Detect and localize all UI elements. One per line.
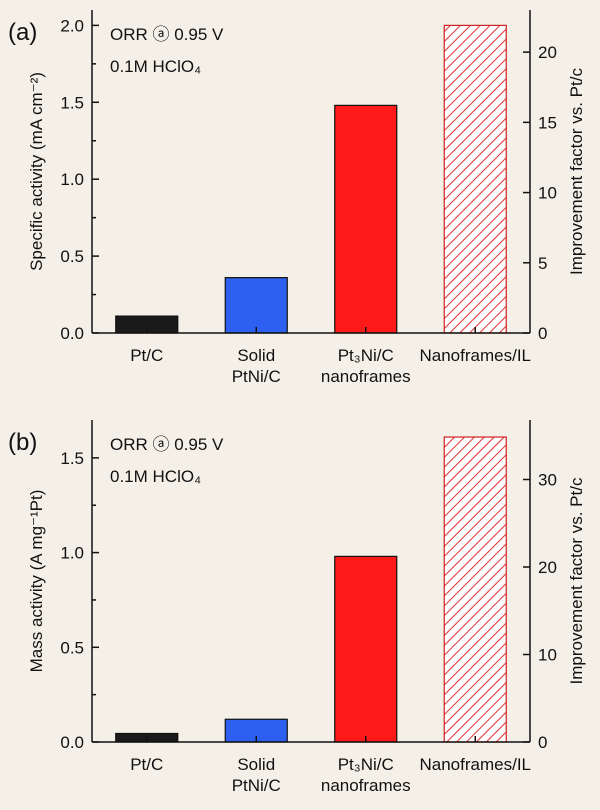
panel-label: (a) bbox=[8, 19, 37, 46]
y2-tick-label: 20 bbox=[538, 43, 557, 62]
category-label: Pt/C bbox=[130, 346, 163, 365]
y2-axis-title: Improvement factor vs. Pt/c bbox=[567, 477, 586, 684]
y2-tick-label: 0 bbox=[538, 324, 547, 343]
y2-tick-label: 0 bbox=[538, 733, 547, 752]
y2-axis-title: Improvement factor vs. Pt/c bbox=[567, 68, 586, 275]
y2-tick-label: 15 bbox=[538, 113, 557, 132]
bar bbox=[443, 24, 507, 334]
y-tick-label: 1.5 bbox=[60, 449, 84, 468]
y2-tick-label: 30 bbox=[538, 471, 557, 490]
category-label: PtNi/C bbox=[232, 367, 281, 386]
category-label: PtNi/C bbox=[232, 776, 281, 795]
category-label: nanoframes bbox=[321, 367, 411, 386]
y-tick-label: 0.5 bbox=[60, 247, 84, 266]
y-tick-label: 1.0 bbox=[60, 544, 84, 563]
category-label: Solid bbox=[237, 346, 275, 365]
y2-tick-label: 10 bbox=[538, 646, 557, 665]
panel-label: (b) bbox=[8, 429, 37, 456]
chart-panel-a: (a) Pt/C Solid PtNi/C Pt₃Ni/C nanoframes Nanof… bbox=[8, 10, 586, 386]
y2-tick-label: 5 bbox=[538, 254, 547, 273]
bar bbox=[443, 436, 507, 743]
category-label: Pt₃Ni/C bbox=[338, 346, 394, 365]
category-label: Pt/C bbox=[130, 755, 163, 774]
y-axis-title: Mass activity (A mg⁻¹Pt) bbox=[27, 490, 46, 673]
y-tick-label: 1.0 bbox=[60, 170, 84, 189]
y-tick-label: 2.0 bbox=[60, 16, 84, 35]
annotation-condition: ORR ⓐ 0.95 V bbox=[110, 435, 224, 454]
annotation-electrolyte: 0.1M HClO₄ bbox=[110, 57, 201, 76]
category-label: Nanoframes/IL bbox=[420, 755, 532, 774]
y-tick-label: 0.0 bbox=[60, 324, 84, 343]
y-tick-label: 1.5 bbox=[60, 93, 84, 112]
bar bbox=[224, 277, 288, 334]
annotation-condition: ORR ⓐ 0.95 V bbox=[110, 25, 224, 44]
bar bbox=[334, 104, 398, 334]
chart-panel-b: (b) Pt/C Solid PtNi/C Pt₃Ni/C nanoframes Nanof… bbox=[8, 420, 586, 795]
y-axis-title: Specific activity (mA cm⁻²) bbox=[27, 72, 46, 271]
category-label: Nanoframes/IL bbox=[420, 346, 532, 365]
bar bbox=[334, 555, 398, 743]
y-tick-label: 0.5 bbox=[60, 638, 84, 657]
y2-tick-label: 20 bbox=[538, 558, 557, 577]
category-label: nanoframes bbox=[321, 776, 411, 795]
y2-tick-label: 10 bbox=[538, 184, 557, 203]
category-label: Pt₃Ni/C bbox=[338, 755, 394, 774]
y-tick-label: 0.0 bbox=[60, 733, 84, 752]
annotation-electrolyte: 0.1M HClO₄ bbox=[110, 467, 201, 486]
category-label: Solid bbox=[237, 755, 275, 774]
